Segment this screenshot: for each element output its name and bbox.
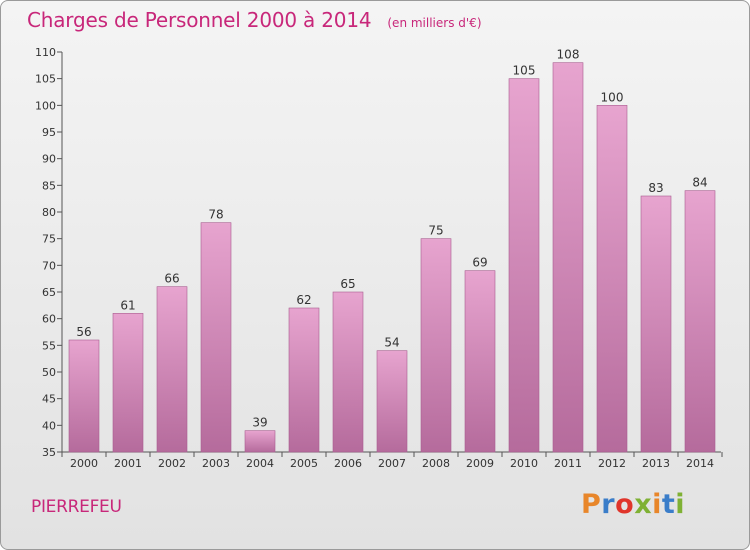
- bars: [68, 62, 716, 453]
- bar-2012: [596, 105, 628, 453]
- axes: 35 40 45 50 55 60 65 70 75 80 85 90 95 100 105 110 2000 2…: [35, 46, 723, 470]
- x-tick-label-2009: 2009: [466, 457, 494, 470]
- chart-unit: (en milliers d'€): [387, 16, 482, 30]
- y-tick-label: 45: [42, 393, 56, 406]
- data-label-2014: 84: [692, 176, 707, 190]
- logo-letter: r: [601, 489, 616, 520]
- x-tick-label-2013: 2013: [642, 457, 670, 470]
- data-label-2009: 69: [472, 256, 487, 270]
- y-tick-label: 55: [42, 339, 56, 352]
- bar-2014: [684, 190, 716, 453]
- data-label-2006: 65: [340, 277, 355, 291]
- x-tick-label-2003: 2003: [202, 457, 230, 470]
- data-labels: 56 61 66 78 39 62 65 54 75 69 105 108 100 83 84: [76, 48, 707, 430]
- data-label-2011: 108: [557, 48, 580, 62]
- y-tick-label: 70: [42, 259, 56, 272]
- bar-2008: [420, 238, 452, 453]
- commune-name: PIERREFEU: [31, 497, 122, 517]
- bar-2009: [464, 270, 496, 453]
- y-tick-label: 35: [42, 446, 56, 459]
- data-label-2001: 61: [120, 298, 135, 312]
- bar-chart: 35 40 45 50 55 60 65 70 75 80 85 90 95 100 105 110 2000 2…: [35, 46, 723, 470]
- bar-2011: [552, 62, 584, 453]
- title-row: Charges de Personnel 2000 à 2014 (en mil…: [27, 8, 482, 32]
- bar-2005: [288, 307, 320, 453]
- y-tick-label: 50: [42, 366, 56, 379]
- bar-2013: [640, 195, 672, 453]
- x-tick-label-2001: 2001: [114, 457, 142, 470]
- bar-2002: [156, 286, 188, 453]
- logo-letter: i: [652, 489, 662, 520]
- y-tick-label: 100: [35, 99, 56, 112]
- data-label-2003: 78: [208, 208, 223, 222]
- data-label-2002: 66: [164, 272, 179, 286]
- proxiti-logo[interactable]: Proxiti: [581, 489, 685, 520]
- y-tick-label: 65: [42, 286, 56, 299]
- y-tick-label: 60: [42, 313, 56, 326]
- bar-2003: [200, 222, 232, 453]
- bar-2004: [244, 430, 276, 453]
- data-label-2000: 56: [76, 325, 91, 339]
- logo-letter: x: [634, 489, 653, 520]
- data-label-2008: 75: [428, 224, 443, 238]
- data-label-2010: 105: [513, 64, 536, 78]
- bar-2010: [508, 78, 540, 453]
- data-label-2007: 54: [384, 336, 399, 350]
- x-tick-label-2010: 2010: [510, 457, 538, 470]
- x-tick-label-2012: 2012: [598, 457, 626, 470]
- x-tick-label-2004: 2004: [246, 457, 274, 470]
- chart-title: Charges de Personnel 2000 à 2014: [27, 8, 372, 32]
- y-tick-label: 90: [42, 153, 56, 166]
- y-tick-label: 75: [42, 233, 56, 246]
- bar-2006: [332, 291, 364, 453]
- x-tick-label-2007: 2007: [378, 457, 406, 470]
- x-tick-label-2008: 2008: [422, 457, 450, 470]
- x-tick-label-2011: 2011: [554, 457, 582, 470]
- x-tick-label-2006: 2006: [334, 457, 362, 470]
- x-tick-label-2014: 2014: [686, 457, 714, 470]
- y-tick-label: 105: [35, 73, 56, 86]
- logo-letter: o: [615, 489, 635, 520]
- y-tick-label: 40: [42, 419, 56, 432]
- y-tick-label: 95: [42, 126, 56, 139]
- x-tick-label-2005: 2005: [290, 457, 318, 470]
- logo-letter: i: [675, 489, 686, 520]
- x-tick-label-2000: 2000: [70, 457, 98, 470]
- data-label-2005: 62: [296, 293, 311, 307]
- data-label-2004: 39: [252, 416, 267, 430]
- y-tick-label: 80: [42, 206, 56, 219]
- data-label-2013: 83: [648, 181, 663, 195]
- bar-2000: [68, 339, 100, 453]
- bar-2001: [112, 313, 144, 453]
- bar-2007: [376, 350, 408, 453]
- logo-letter: P: [581, 489, 602, 520]
- y-tick-label: 85: [42, 179, 56, 192]
- data-label-2012: 100: [601, 90, 624, 104]
- y-tick-label: 110: [35, 46, 56, 59]
- logo-letter: t: [661, 489, 676, 520]
- x-tick-label-2002: 2002: [158, 457, 186, 470]
